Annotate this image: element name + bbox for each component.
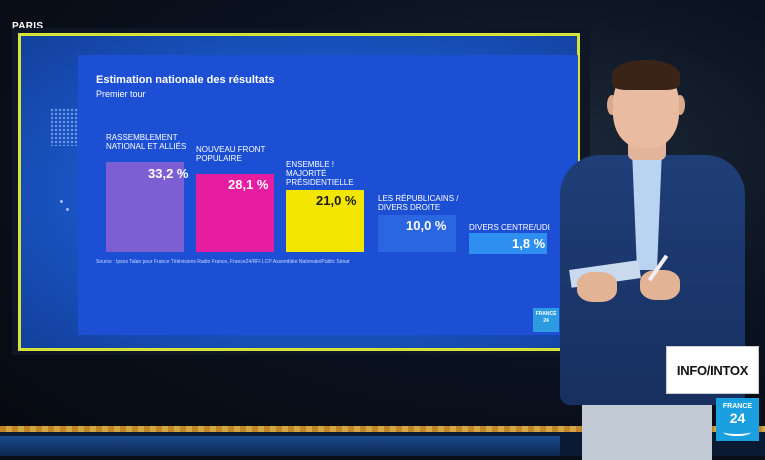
bar-ensemble bbox=[286, 190, 364, 252]
bar-value-lr: 10,0 % bbox=[406, 218, 447, 233]
bar-value-ensemble: 21,0 % bbox=[316, 193, 357, 208]
bar-value-udi: 1,8 % bbox=[512, 236, 546, 251]
presenter-ear bbox=[607, 95, 617, 115]
location-label: PARIS bbox=[12, 21, 44, 32]
bar-label-udi: DIVERS CENTRE/UDI bbox=[469, 223, 550, 232]
bar-rn bbox=[106, 162, 184, 252]
bar-value-rn: 33,2 % bbox=[148, 166, 189, 181]
bar-label-rn: RASSEMBLEMENT NATIONAL ET ALLIÉS bbox=[106, 133, 187, 151]
presenter-hand bbox=[640, 270, 680, 300]
decorative-dot bbox=[66, 208, 69, 211]
bar-value-nfp: 28,1 % bbox=[228, 177, 269, 192]
france24-logo: FRANCE 24 bbox=[716, 398, 759, 441]
bar-udi bbox=[469, 233, 547, 254]
presenter-ear bbox=[675, 95, 685, 115]
segment-name: INFO/INTOX bbox=[676, 362, 749, 378]
graphic-subtitle: Premier tour bbox=[96, 89, 146, 99]
france24-logo-line2: 24 bbox=[729, 410, 746, 426]
floor-led-strip bbox=[0, 426, 765, 432]
bar-label-ensemble: ENSEMBLE ! MAJORITÉ PRÉSIDENTIELLE bbox=[286, 160, 354, 187]
presenter-hair bbox=[612, 60, 680, 90]
wave-icon bbox=[723, 428, 751, 436]
france24-logo-line1: FRANCE bbox=[722, 403, 753, 410]
bar-label-nfp: NOUVEAU FRONT POPULAIRE bbox=[196, 145, 266, 163]
presenter bbox=[540, 60, 760, 460]
bar-label-lr: LES RÉPUBLICAINS / DIVERS DROITE bbox=[378, 194, 459, 212]
presenter-hand bbox=[577, 272, 617, 302]
graphic-title: Estimation nationale des résultats bbox=[96, 74, 275, 86]
presenter-shirt bbox=[632, 150, 662, 270]
decorative-dot bbox=[60, 200, 63, 203]
floor-reflection bbox=[0, 436, 560, 456]
bar-lr bbox=[378, 215, 456, 252]
info-intox-logo: INFO/INTOX bbox=[666, 346, 759, 394]
source-note: Source : Ipsos Talan pour France Télévis… bbox=[96, 259, 350, 265]
france24-watermark: FRANCE 24 bbox=[533, 308, 559, 332]
bar-nfp bbox=[196, 174, 274, 252]
hexagon-pattern-decoration bbox=[50, 108, 78, 146]
